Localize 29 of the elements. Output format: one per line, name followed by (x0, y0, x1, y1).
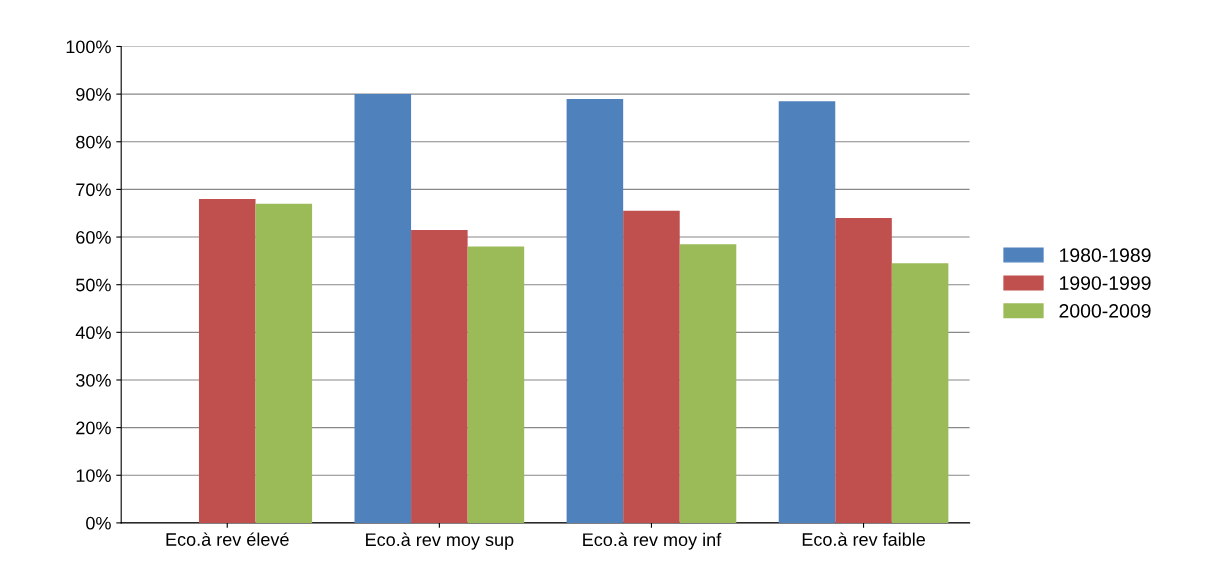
y-tick-label: 0% (86, 516, 111, 530)
bar (679, 244, 737, 523)
y-tick-label: 30% (76, 373, 111, 387)
y-tick-label: 70% (76, 183, 111, 197)
y-tick-label: 90% (76, 88, 111, 101)
y-tick-label: 100% (66, 40, 111, 54)
y-tick-label: 60% (76, 230, 111, 244)
bar (623, 210, 680, 523)
y-tick-label: 20% (76, 421, 111, 435)
legend-label: 1990-1999 (1060, 276, 1151, 290)
y-tick-label: 40% (75, 326, 111, 340)
bar (835, 217, 892, 523)
bar (467, 246, 525, 523)
bar (566, 98, 624, 523)
legend-label: 1980-1989 (1060, 248, 1151, 263)
legend-label: 2000-2009 (1059, 303, 1151, 318)
x-tick-label: Eco.à rev moy sup (366, 532, 514, 550)
y-tick-label: 50% (76, 278, 111, 292)
bar (354, 94, 412, 523)
x-tick-label: Eco.à rev faible (802, 532, 925, 546)
bar (255, 203, 313, 523)
bar (891, 263, 949, 523)
bar (411, 229, 468, 523)
bar (778, 101, 836, 523)
y-tick-label: 80% (76, 135, 111, 149)
x-tick-label: Eco.à rev moy inf (583, 532, 722, 550)
bar (198, 198, 256, 523)
x-tick-label: Eco.à rev élevé (166, 532, 289, 546)
y-tick-label: 10% (76, 469, 111, 482)
